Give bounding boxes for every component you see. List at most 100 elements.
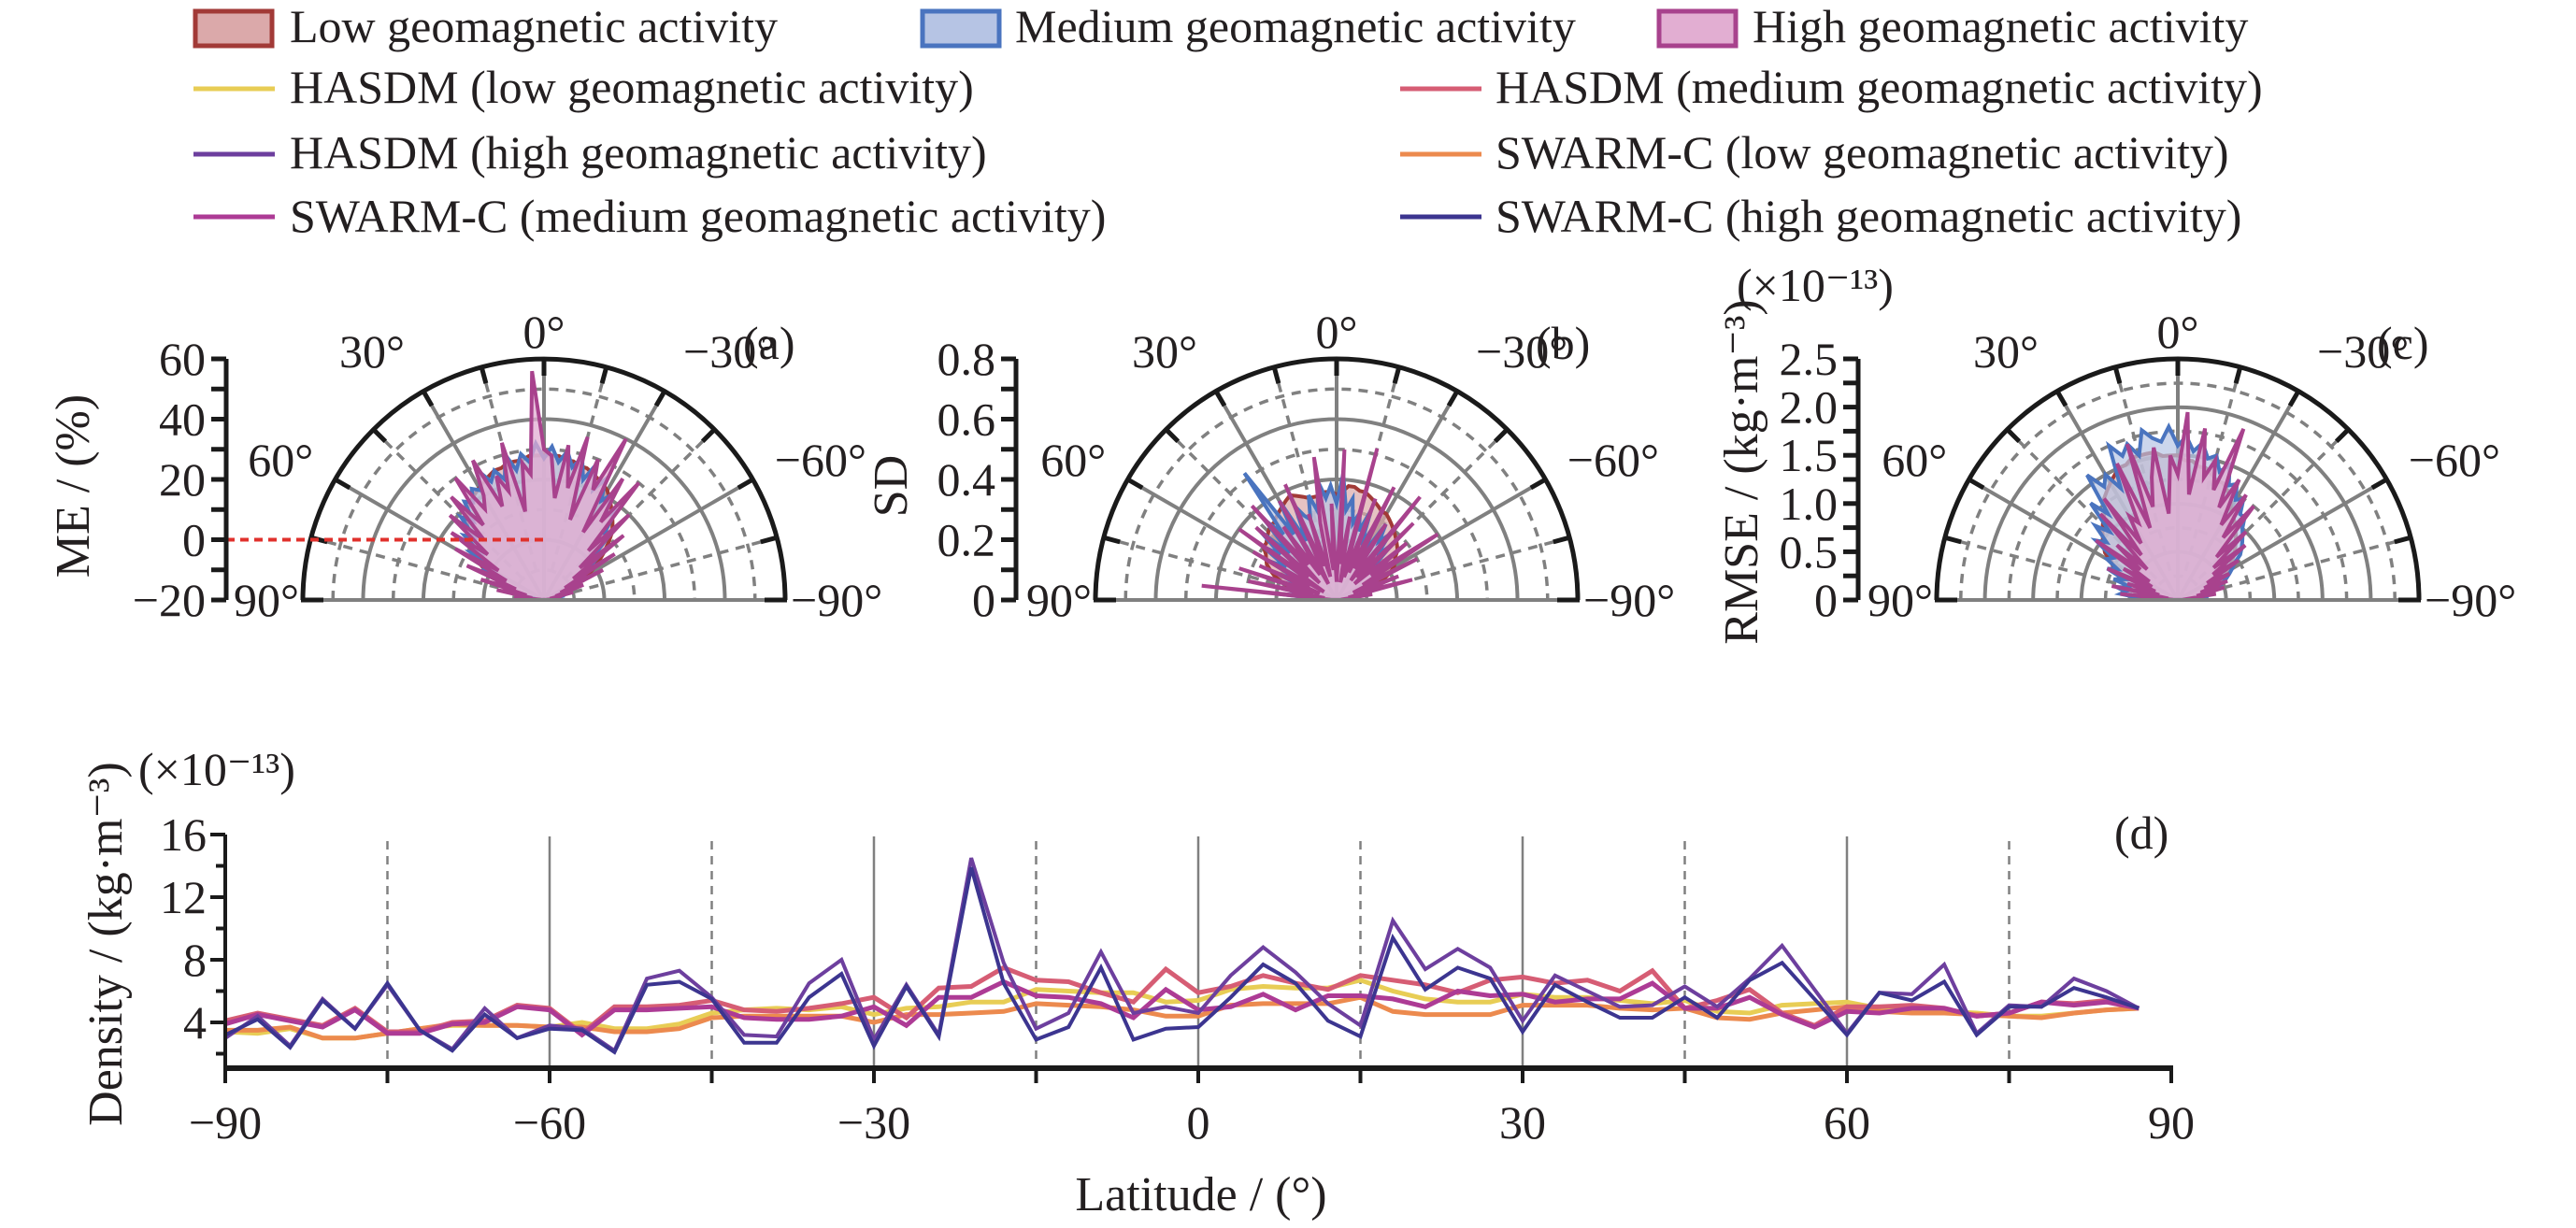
polar-ring-dashed <box>331 387 757 601</box>
polar-area-high <box>448 370 641 602</box>
legend-label-low: Low geomagnetic activity <box>290 0 778 52</box>
legend-label-hasdm-high: HASDM (high geomagnetic activity) <box>290 126 987 178</box>
panel-label-c: (c) <box>2377 317 2429 369</box>
x-tick-label: 90 <box>2148 1096 2195 1149</box>
legend: Low geomagnetic activity Medium geomagne… <box>193 0 2263 242</box>
polar-arc-tick <box>2005 427 2022 444</box>
series-line-swarm-medium <box>224 978 2140 1038</box>
polar-arc-tick <box>1271 366 1281 384</box>
legend-label-swarm-high: SWARM-C (high geomagnetic activity) <box>1496 190 2241 242</box>
polar-arc-tick <box>479 366 489 384</box>
polar-area-high <box>2095 411 2255 602</box>
panel-label-d: (d) <box>2114 807 2168 859</box>
legend-item-high-fill: High geomagnetic activity <box>1656 0 2248 52</box>
polar-arc-tick <box>1493 427 1510 444</box>
polar-arc-tick <box>2054 390 2068 407</box>
polar-r-tick-label: 0.4 <box>937 453 996 506</box>
legend-label-medium: Medium geomagnetic activity <box>1015 0 1576 52</box>
angle-label-30: 30° <box>1132 325 1197 378</box>
polar-arc-tick <box>1968 477 1985 491</box>
polar-ring-dashed <box>2103 525 2253 601</box>
polar-arc-tick <box>2233 366 2243 384</box>
polar-r-tick-label: 1.0 <box>1780 478 1839 530</box>
polar-spoke-dashed <box>1103 535 1309 594</box>
polar-arc-tick <box>2287 390 2301 407</box>
polar-arc-tick <box>1126 477 1144 491</box>
series-line-hasdm-high <box>223 857 2140 1054</box>
angle-label-minus30: −30° <box>1476 325 1567 378</box>
polar-arc-tick <box>1164 427 1181 444</box>
polar-arc-tick <box>599 366 609 384</box>
polar-r-tick-label: 0.5 <box>1780 525 1839 578</box>
angle-label-90: 90° <box>234 574 299 626</box>
panel-label-a: (a) <box>743 317 795 369</box>
polar-arc-tick <box>1944 535 1962 545</box>
angle-label-60: 60° <box>1040 434 1106 486</box>
polar-r-tick-label: 60 <box>159 333 206 385</box>
polar-spoke-dashed <box>572 535 778 594</box>
polar-spoke-dashed <box>1944 535 2150 594</box>
polar-arc-tick <box>760 535 778 545</box>
angle-label-60: 60° <box>248 434 313 486</box>
legend-swatch-low <box>193 8 275 49</box>
polar-r-tick-label: 0.2 <box>937 514 996 566</box>
angle-label-minus30: −30° <box>2317 325 2409 378</box>
scale-note-rmse: (×10⁻¹³) <box>1737 259 1894 311</box>
scale-note-density: (×10⁻¹³) <box>138 743 295 795</box>
angle-label-90: 90° <box>1868 574 1933 626</box>
angle-label-60: 60° <box>1882 434 1947 486</box>
legend-label-high: High geomagnetic activity <box>1753 0 2248 52</box>
x-tick-label: 0 <box>1187 1096 1210 1149</box>
angle-label-minus60: −60° <box>775 434 866 486</box>
legend-item-low-fill: Low geomagnetic activity <box>193 0 778 52</box>
polar-arc-tick <box>1392 366 1402 384</box>
polar-arc-tick <box>2370 477 2388 491</box>
series-line-swarm-high <box>224 866 2140 1055</box>
x-tick-label: −30 <box>837 1096 910 1149</box>
angle-label-minus90: −90° <box>1583 574 1675 626</box>
legend-label-swarm-medium: SWARM-C (medium geomagnetic activity) <box>290 190 1106 242</box>
ylabel-sd: SD <box>865 455 918 517</box>
angle-label-0: 0° <box>523 306 565 358</box>
legend-swatch-high <box>1656 8 1739 49</box>
panel-label-b: (b) <box>1536 317 1590 369</box>
y-tick-label: 12 <box>160 871 207 923</box>
line-panel-density: 16 12 8 4 −90 −60 −30 0 30 60 90 <box>160 808 2195 1149</box>
legend-swatch-medium <box>920 8 1002 49</box>
polar-arc-tick <box>2334 427 2351 444</box>
polar-r-tick-label: 0 <box>1814 574 1838 626</box>
y-tick-label: 16 <box>160 808 207 861</box>
ylabel-density: Density / (kg·m⁻³) <box>79 762 133 1126</box>
y-tick-label: 4 <box>183 996 207 1049</box>
angle-label-90: 90° <box>1026 574 1092 626</box>
polar-area-high <box>1201 448 1439 602</box>
polar-arc-tick <box>653 390 667 407</box>
polar-spoke-dashed <box>310 535 516 594</box>
x-tick-label: −90 <box>189 1096 262 1149</box>
polar-arc-tick <box>1529 477 1547 491</box>
polar-r-tick-label: 0 <box>972 574 995 626</box>
angle-label-30: 30° <box>339 325 405 378</box>
legend-label-hasdm-medium: HASDM (medium geomagnetic activity) <box>1496 61 2263 113</box>
polar-r-tick-label: 20 <box>159 453 206 506</box>
polar-r-tick-label: 0 <box>182 514 206 566</box>
polar-r-tick-label: 40 <box>159 393 206 446</box>
angle-label-minus90: −90° <box>2425 574 2516 626</box>
polar-r-tick-label: 2.5 <box>1780 333 1839 385</box>
polar-r-tick-label: 1.5 <box>1780 429 1839 481</box>
y-tick-label: 8 <box>183 934 207 986</box>
polar-arc-tick <box>334 477 351 491</box>
legend-item-medium-fill: Medium geomagnetic activity <box>920 0 1576 52</box>
x-tick-label: 30 <box>1499 1096 1546 1149</box>
polar-arc-tick <box>2394 535 2411 545</box>
polar-arc-tick <box>1103 535 1121 545</box>
ylabel-rmse: RMSE / (kg·m⁻³) <box>1715 299 1768 644</box>
polar-panel-me: 60 40 20 0 −20 0° 30° −30° 60° −60° 90° −90° (a) <box>133 306 882 626</box>
polar-arc-tick <box>1213 390 1227 407</box>
polar-arc-tick <box>1553 535 1570 545</box>
polar-arc-tick <box>421 390 435 407</box>
angle-label-minus60: −60° <box>1567 434 1659 486</box>
angle-label-0: 0° <box>1316 306 1358 358</box>
legend-label-swarm-low: SWARM-C (low geomagnetic activity) <box>1496 126 2229 178</box>
